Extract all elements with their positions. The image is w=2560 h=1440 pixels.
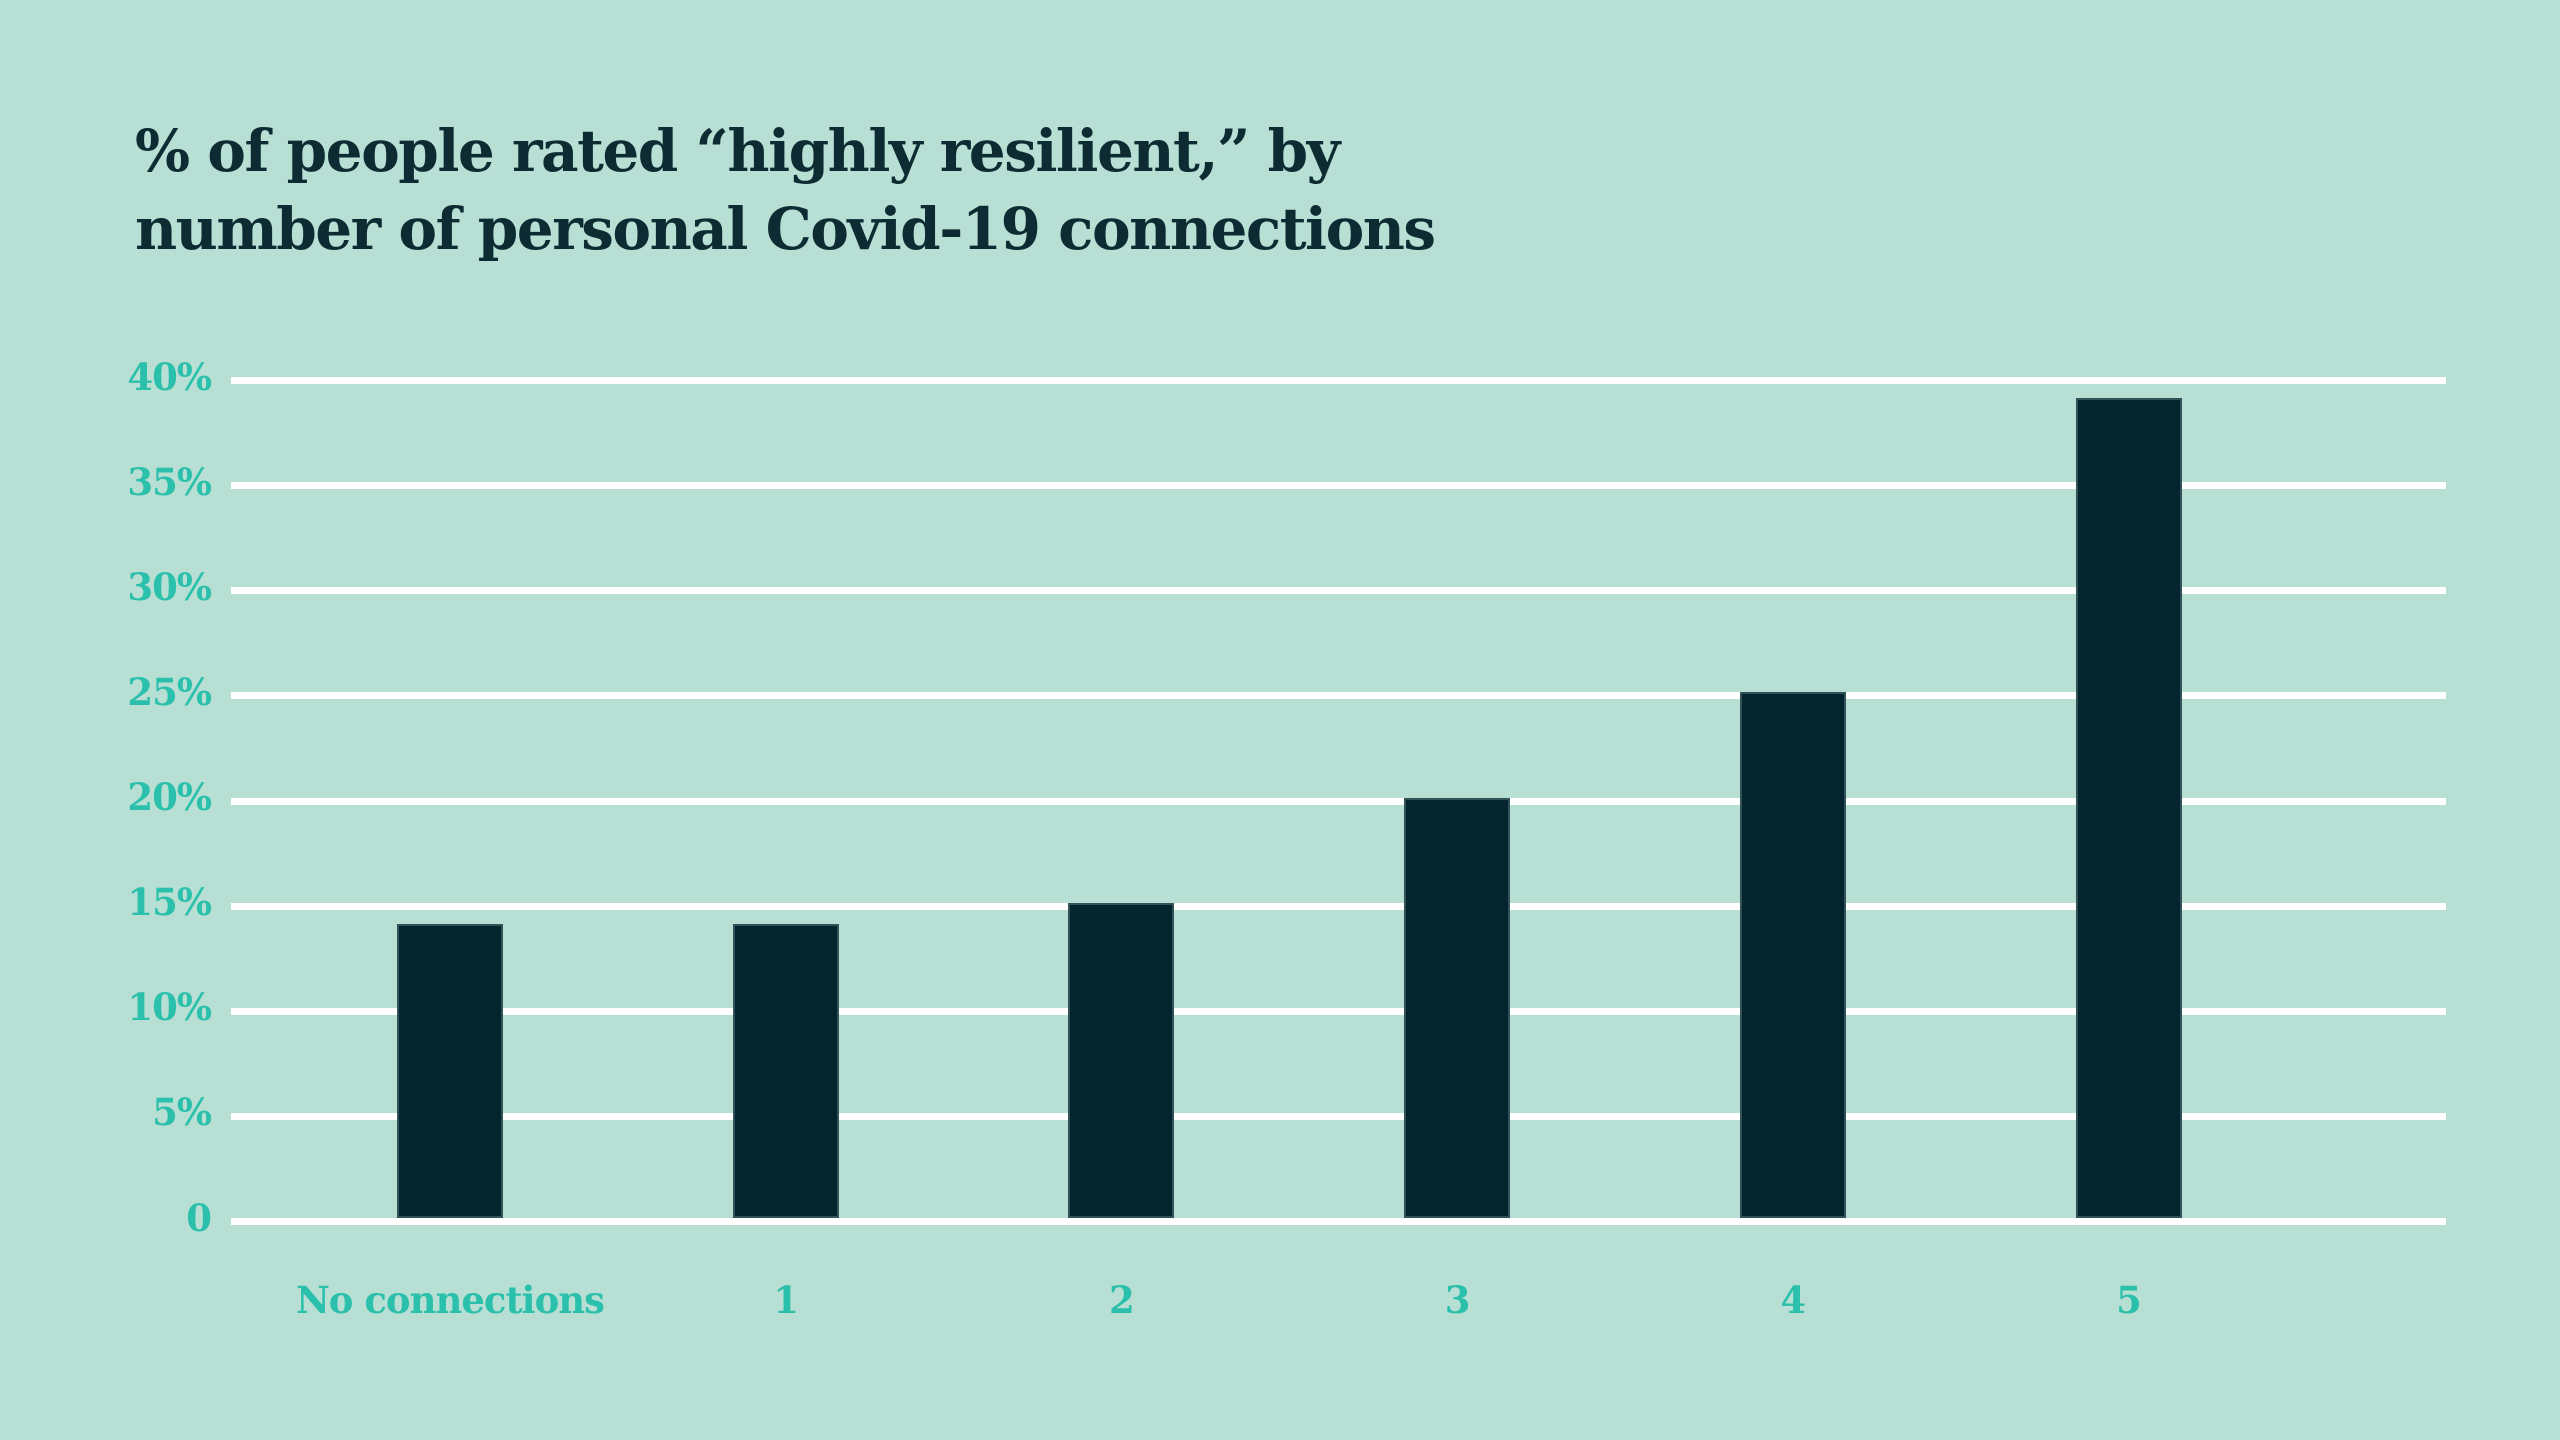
x-axis-category-label: 2: [1109, 1278, 1135, 1322]
y-axis-tick-label: 15%: [127, 880, 212, 925]
x-axis-category-label: 5: [2116, 1278, 2142, 1322]
y-axis-tick-label: 20%: [127, 775, 212, 819]
bar: [1404, 797, 1511, 1218]
gridline-0: [231, 1218, 2446, 1225]
x-axis-category-label: 3: [1444, 1278, 1471, 1322]
x-axis-category-label: No connections: [295, 1278, 605, 1322]
y-axis-tick-label: 35%: [127, 459, 212, 504]
gridline-40: [231, 377, 2446, 384]
y-axis-tick-label: 5%: [152, 1090, 212, 1135]
bar: [2075, 398, 2182, 1218]
gridline-10: [231, 1007, 2446, 1015]
plot-area: 0 5% 10% 15% 20% 25% 30% 35% 40% No connections 1…: [127, 358, 2446, 1320]
gridline-5: [231, 1112, 2446, 1120]
gridline-20: [231, 797, 2446, 805]
x-axis-category-label: 4: [1780, 1278, 1806, 1322]
bar: [732, 923, 839, 1218]
y-axis-tick-label: 40%: [127, 354, 212, 399]
y-axis-tick-label: 0: [186, 1195, 212, 1240]
chart-title-line-1: % of people rated “highly resilient,” by: [135, 117, 1340, 185]
bar: [397, 923, 503, 1218]
bar: [1739, 692, 1846, 1218]
chart-title-line-2: number of personal Covid-19 connections: [135, 195, 1436, 263]
gridline-35: [231, 482, 2446, 490]
gridline-15: [231, 902, 2446, 910]
gridline-30: [231, 587, 2446, 595]
y-axis-tick-label: 25%: [127, 669, 212, 714]
y-axis-tick-label: 10%: [127, 985, 212, 1030]
chart-title: % of people rated “highly resilient,” by…: [135, 112, 1436, 268]
bar: [1068, 902, 1175, 1218]
y-axis-tick-label: 30%: [127, 564, 212, 609]
gridline-25: [231, 692, 2446, 700]
x-axis-category-label: 1: [773, 1278, 799, 1322]
